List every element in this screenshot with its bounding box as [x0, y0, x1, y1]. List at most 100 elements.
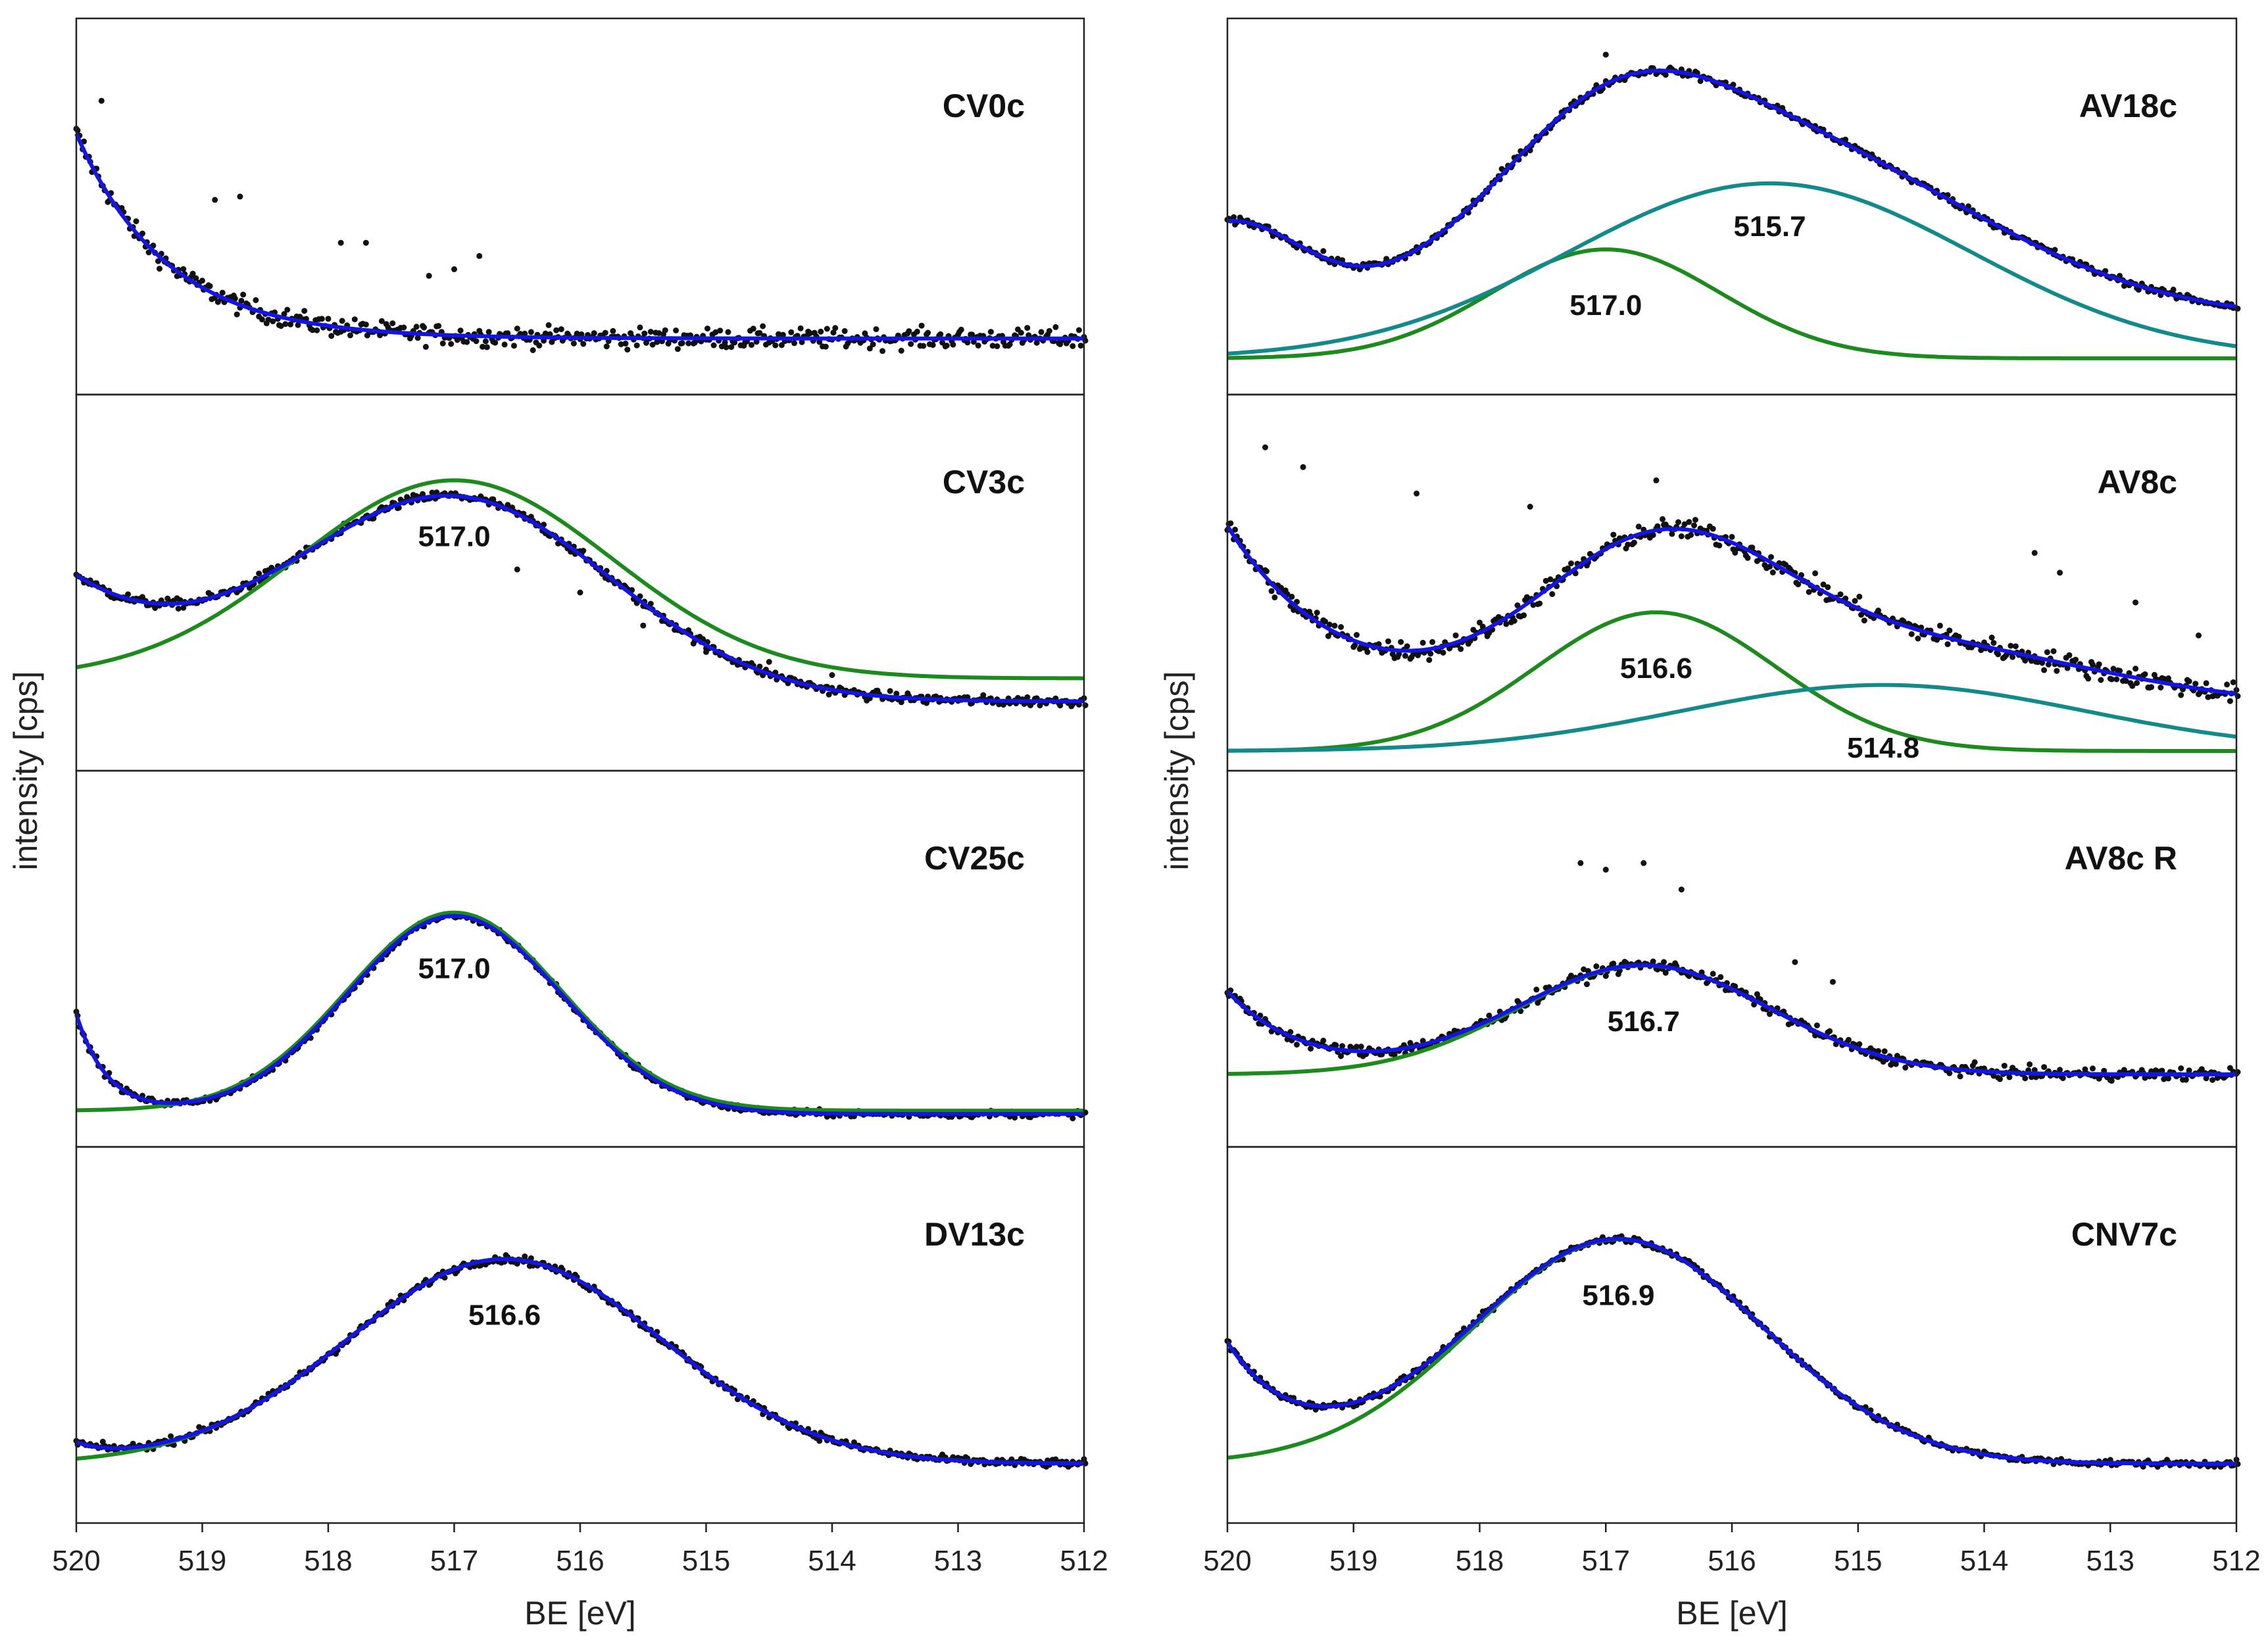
- data-point: [1820, 581, 1827, 588]
- outlier-point: [640, 622, 647, 629]
- data-point: [287, 321, 294, 327]
- data-point: [717, 327, 724, 334]
- data-point: [728, 344, 735, 351]
- data-point: [2110, 666, 2117, 672]
- outlier-point: [514, 566, 520, 573]
- data-point: [464, 339, 470, 345]
- data-point: [180, 266, 187, 272]
- data-point: [1326, 621, 1333, 628]
- data-point: [238, 297, 245, 304]
- data-point: [2186, 1067, 2192, 1074]
- data-point: [2192, 681, 2199, 687]
- data-point: [2224, 681, 2231, 688]
- x-tick-label: 517: [430, 1545, 478, 1577]
- panel-av8c: AV8c 516.6 514.8: [1224, 393, 2241, 772]
- data-point: [1354, 1044, 1360, 1050]
- data-point: [2230, 679, 2236, 685]
- outlier-point: [1414, 490, 1420, 497]
- data-point: [1308, 1046, 1314, 1052]
- data-point: [1383, 256, 1390, 262]
- data-point: [731, 339, 738, 346]
- data-point: [256, 570, 262, 577]
- data-point: [887, 688, 893, 694]
- data-point: [1358, 1044, 1364, 1050]
- panel-name: AV8c: [2098, 464, 2177, 500]
- data-point: [125, 591, 132, 598]
- data-point: [530, 347, 536, 353]
- data-point: [1997, 1076, 2003, 1082]
- panel-cnv7c: CNV7c 516.9 520 519 518 517 516 515 514 513 512 BE …: [1203, 1146, 2261, 1632]
- data-point: [649, 341, 656, 348]
- data-point: [1284, 1036, 1291, 1042]
- data-point: [1769, 570, 1776, 575]
- data-point: [1661, 959, 1667, 965]
- data-point: [964, 339, 971, 346]
- data-point: [139, 230, 145, 237]
- data-point: [2108, 1078, 2115, 1084]
- data-point: [282, 321, 289, 327]
- data-point: [2041, 1064, 2048, 1071]
- x-tick-label: 516: [556, 1545, 604, 1577]
- panel-cv25c: CV25c 517.0: [73, 769, 1089, 1148]
- data-point: [1767, 564, 1773, 570]
- panel-frame: [75, 393, 1085, 772]
- data-point: [1523, 594, 1530, 600]
- data-point: [2161, 1076, 2167, 1082]
- data-point: [139, 594, 145, 600]
- data-point: [2132, 666, 2139, 672]
- data-point: [2050, 648, 2057, 654]
- data-point: [1662, 969, 1669, 976]
- outlier-point: [212, 197, 218, 203]
- data-point: [994, 343, 1000, 349]
- data-point: [553, 327, 560, 333]
- component-517.0: [76, 910, 1084, 1113]
- data-point: [1827, 1028, 1833, 1034]
- x-tick-label: 518: [1456, 1545, 1504, 1577]
- data-point: [1352, 642, 1358, 648]
- data-point: [779, 331, 786, 338]
- data-point: [2165, 675, 2171, 681]
- data-point: [943, 343, 950, 349]
- data-point: [1610, 960, 1617, 967]
- data-point: [776, 331, 782, 337]
- data-point: [1314, 610, 1320, 616]
- panel-name: AV8c R: [2065, 840, 2177, 877]
- data-point: [2041, 667, 2048, 673]
- data-point: [1856, 1041, 1863, 1048]
- x-tick-label: 516: [1708, 1545, 1756, 1577]
- data-point: [1686, 519, 1692, 525]
- data-point: [1957, 1073, 1963, 1080]
- data-point: [756, 329, 763, 336]
- x-tick-label: 519: [178, 1545, 226, 1577]
- data-point: [265, 316, 272, 323]
- data-point: [580, 548, 587, 554]
- data-point: [492, 339, 499, 346]
- data-point: [866, 345, 873, 352]
- data-point: [1320, 1037, 1327, 1044]
- data-point: [505, 330, 511, 337]
- data-point: [641, 330, 648, 337]
- data-point: [558, 326, 564, 333]
- data-point: [314, 327, 320, 333]
- peak-label-517.0: 517.0: [418, 953, 490, 985]
- data-point: [1692, 517, 1698, 523]
- panel-name: CV0c: [943, 87, 1025, 124]
- data-point: [1404, 643, 1410, 650]
- data-point: [362, 322, 369, 327]
- x-tick-label: 518: [304, 1545, 352, 1577]
- data-point: [514, 326, 520, 332]
- data-point: [818, 328, 824, 335]
- data-point: [1232, 526, 1239, 533]
- data-point: [788, 329, 795, 335]
- data-point: [1936, 622, 1943, 629]
- data-point: [975, 342, 981, 349]
- x-tick-label: 512: [2212, 1545, 2260, 1577]
- data-point: [797, 325, 804, 331]
- data-point: [950, 341, 956, 348]
- data-point: [2028, 1074, 2034, 1080]
- data-points: [1224, 444, 2241, 704]
- data-point: [633, 342, 640, 349]
- x-tick-label: 517: [1582, 1545, 1630, 1577]
- data-point: [816, 339, 823, 345]
- data-point: [2085, 675, 2092, 682]
